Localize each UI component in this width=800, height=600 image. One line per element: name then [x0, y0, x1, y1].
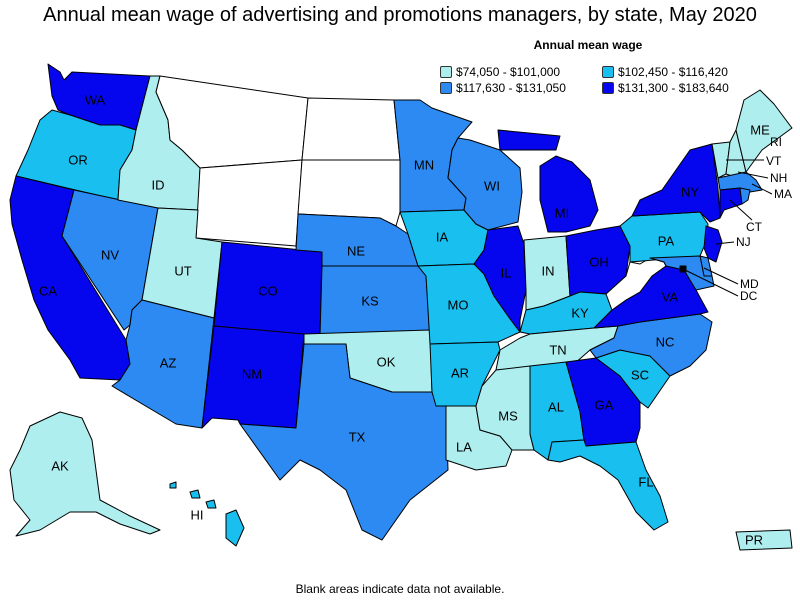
label-PA: PA: [658, 233, 675, 248]
map-title: Annual mean wage of advertising and prom…: [43, 4, 757, 26]
label-KY: KY: [571, 305, 589, 320]
state-PR[interactable]: [735, 529, 793, 551]
label-WA: WA: [85, 92, 106, 107]
state-MD[interactable]: [649, 255, 715, 291]
legend-label-2: $117,630 - $131,050: [456, 81, 566, 95]
legend-item-2: $117,630 - $131,050: [440, 80, 566, 96]
legend-label-1: $74,050 - $101,000: [456, 65, 561, 79]
label-WI: WI: [484, 178, 500, 193]
state-WY[interactable]: [195, 159, 303, 247]
label-FL: FL: [638, 474, 653, 489]
state-RI[interactable]: [739, 187, 751, 205]
state-MI[interactable]: [497, 129, 599, 233]
label-CO: CO: [258, 283, 278, 298]
label-MO: MO: [448, 297, 469, 312]
label-IA: IA: [436, 229, 449, 244]
label-SC: SC: [631, 367, 649, 382]
label-CT: CT: [746, 220, 763, 234]
label-AK: AK: [51, 458, 69, 473]
label-IN: IN: [542, 263, 555, 278]
label-AZ: AZ: [160, 355, 177, 370]
label-NC: NC: [656, 334, 675, 349]
label-MD: MD: [740, 277, 759, 291]
state-NM[interactable]: [201, 325, 305, 429]
legend-swatch-1: [440, 66, 452, 78]
legend-title: Annual mean wage: [533, 38, 643, 52]
label-AR: AR: [451, 365, 469, 380]
legend-item-3: $102,450 - $116,420: [602, 64, 728, 80]
label-KS: KS: [361, 293, 379, 308]
label-MN: MN: [414, 157, 434, 172]
legend-swatch-3: [602, 66, 614, 78]
legend-swatch-4: [602, 82, 614, 94]
label-NM: NM: [242, 366, 262, 381]
label-VA: VA: [662, 289, 679, 304]
label-TX: TX: [349, 429, 366, 444]
leader-lines: [682, 159, 773, 297]
state-NJ[interactable]: [703, 225, 723, 263]
label-UT: UT: [174, 263, 191, 278]
state-FL[interactable]: [547, 439, 669, 531]
label-ME: ME: [750, 122, 770, 137]
legend-swatch-2: [440, 82, 452, 94]
label-NY: NY: [681, 184, 699, 199]
state-labels: WA OR CA NV ID UT AZ CO NM NE KS OK TX M…: [39, 92, 792, 547]
label-LA: LA: [456, 439, 472, 454]
dc-marker: [680, 266, 686, 272]
state-AK[interactable]: [9, 411, 161, 537]
label-MS: MS: [498, 408, 518, 423]
label-MI: MI: [555, 205, 569, 220]
label-NE: NE: [347, 243, 365, 258]
label-NJ: NJ: [736, 235, 751, 249]
legend-item-4: $131,300 - $183,640: [602, 80, 729, 96]
label-NH: NH: [770, 171, 787, 185]
state-ME[interactable]: [735, 89, 793, 173]
state-CA[interactable]: [9, 175, 131, 381]
label-RI: RI: [770, 135, 782, 149]
legend-label-4: $131,300 - $183,640: [618, 81, 729, 95]
label-IL: IL: [501, 265, 512, 280]
label-NV: NV: [101, 247, 119, 262]
legend-item-1: $74,050 - $101,000: [440, 64, 560, 80]
label-OR: OR: [68, 152, 88, 167]
state-CT[interactable]: [719, 187, 743, 219]
state-NY[interactable]: [631, 143, 721, 223]
label-GA: GA: [595, 397, 614, 412]
footnote: Blank areas indicate data not available.: [295, 582, 505, 596]
label-VT: VT: [766, 154, 782, 168]
label-AL: AL: [548, 399, 564, 414]
label-PR: PR: [745, 532, 763, 547]
label-TN: TN: [549, 342, 566, 357]
label-DC: DC: [740, 289, 758, 303]
label-OK: OK: [377, 354, 396, 369]
label-CA: CA: [39, 283, 57, 298]
state-ND[interactable]: [301, 97, 401, 161]
label-HI: HI: [191, 507, 204, 522]
label-OH: OH: [589, 254, 609, 269]
label-ID: ID: [152, 177, 165, 192]
label-MA: MA: [774, 187, 792, 201]
state-IL[interactable]: [473, 225, 527, 333]
state-HI[interactable]: [169, 481, 245, 547]
legend-label-3: $102,450 - $116,420: [618, 65, 728, 79]
state-TX[interactable]: [239, 343, 449, 541]
